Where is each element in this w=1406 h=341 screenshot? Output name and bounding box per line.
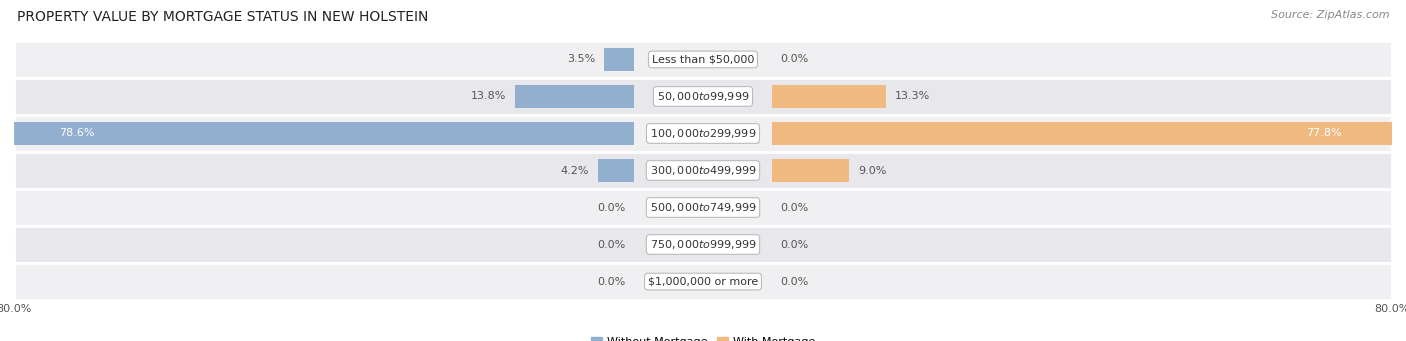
Bar xyxy=(0,122,634,145)
Text: 3.5%: 3.5% xyxy=(567,55,595,64)
Text: 0.0%: 0.0% xyxy=(780,55,808,64)
Text: 9.0%: 9.0% xyxy=(858,165,886,176)
Bar xyxy=(14,263,1392,300)
Text: 78.6%: 78.6% xyxy=(59,129,94,138)
Text: $100,000 to $299,999: $100,000 to $299,999 xyxy=(650,127,756,140)
Text: Less than $50,000: Less than $50,000 xyxy=(652,55,754,64)
Bar xyxy=(14,226,1392,263)
Text: 0.0%: 0.0% xyxy=(598,277,626,286)
Bar xyxy=(772,85,886,108)
Text: 0.0%: 0.0% xyxy=(780,203,808,212)
Text: 77.8%: 77.8% xyxy=(1306,129,1341,138)
Text: 0.0%: 0.0% xyxy=(780,239,808,250)
Text: 0.0%: 0.0% xyxy=(780,277,808,286)
Text: PROPERTY VALUE BY MORTGAGE STATUS IN NEW HOLSTEIN: PROPERTY VALUE BY MORTGAGE STATUS IN NEW… xyxy=(17,10,429,24)
Legend: Without Mortgage, With Mortgage: Without Mortgage, With Mortgage xyxy=(586,332,820,341)
Text: Source: ZipAtlas.com: Source: ZipAtlas.com xyxy=(1271,10,1389,20)
Bar xyxy=(598,159,634,182)
Text: $50,000 to $99,999: $50,000 to $99,999 xyxy=(657,90,749,103)
Bar xyxy=(14,152,1392,189)
Bar xyxy=(772,122,1406,145)
Bar xyxy=(515,85,634,108)
Text: 13.8%: 13.8% xyxy=(471,91,506,102)
Bar xyxy=(14,115,1392,152)
Text: 0.0%: 0.0% xyxy=(598,239,626,250)
Text: $750,000 to $999,999: $750,000 to $999,999 xyxy=(650,238,756,251)
Bar xyxy=(14,78,1392,115)
Text: 0.0%: 0.0% xyxy=(598,203,626,212)
Text: $300,000 to $499,999: $300,000 to $499,999 xyxy=(650,164,756,177)
Bar xyxy=(605,48,634,71)
Text: $500,000 to $749,999: $500,000 to $749,999 xyxy=(650,201,756,214)
Bar xyxy=(14,41,1392,78)
Text: 4.2%: 4.2% xyxy=(561,165,589,176)
Bar xyxy=(772,159,849,182)
Bar xyxy=(14,189,1392,226)
Text: 13.3%: 13.3% xyxy=(896,91,931,102)
Text: $1,000,000 or more: $1,000,000 or more xyxy=(648,277,758,286)
